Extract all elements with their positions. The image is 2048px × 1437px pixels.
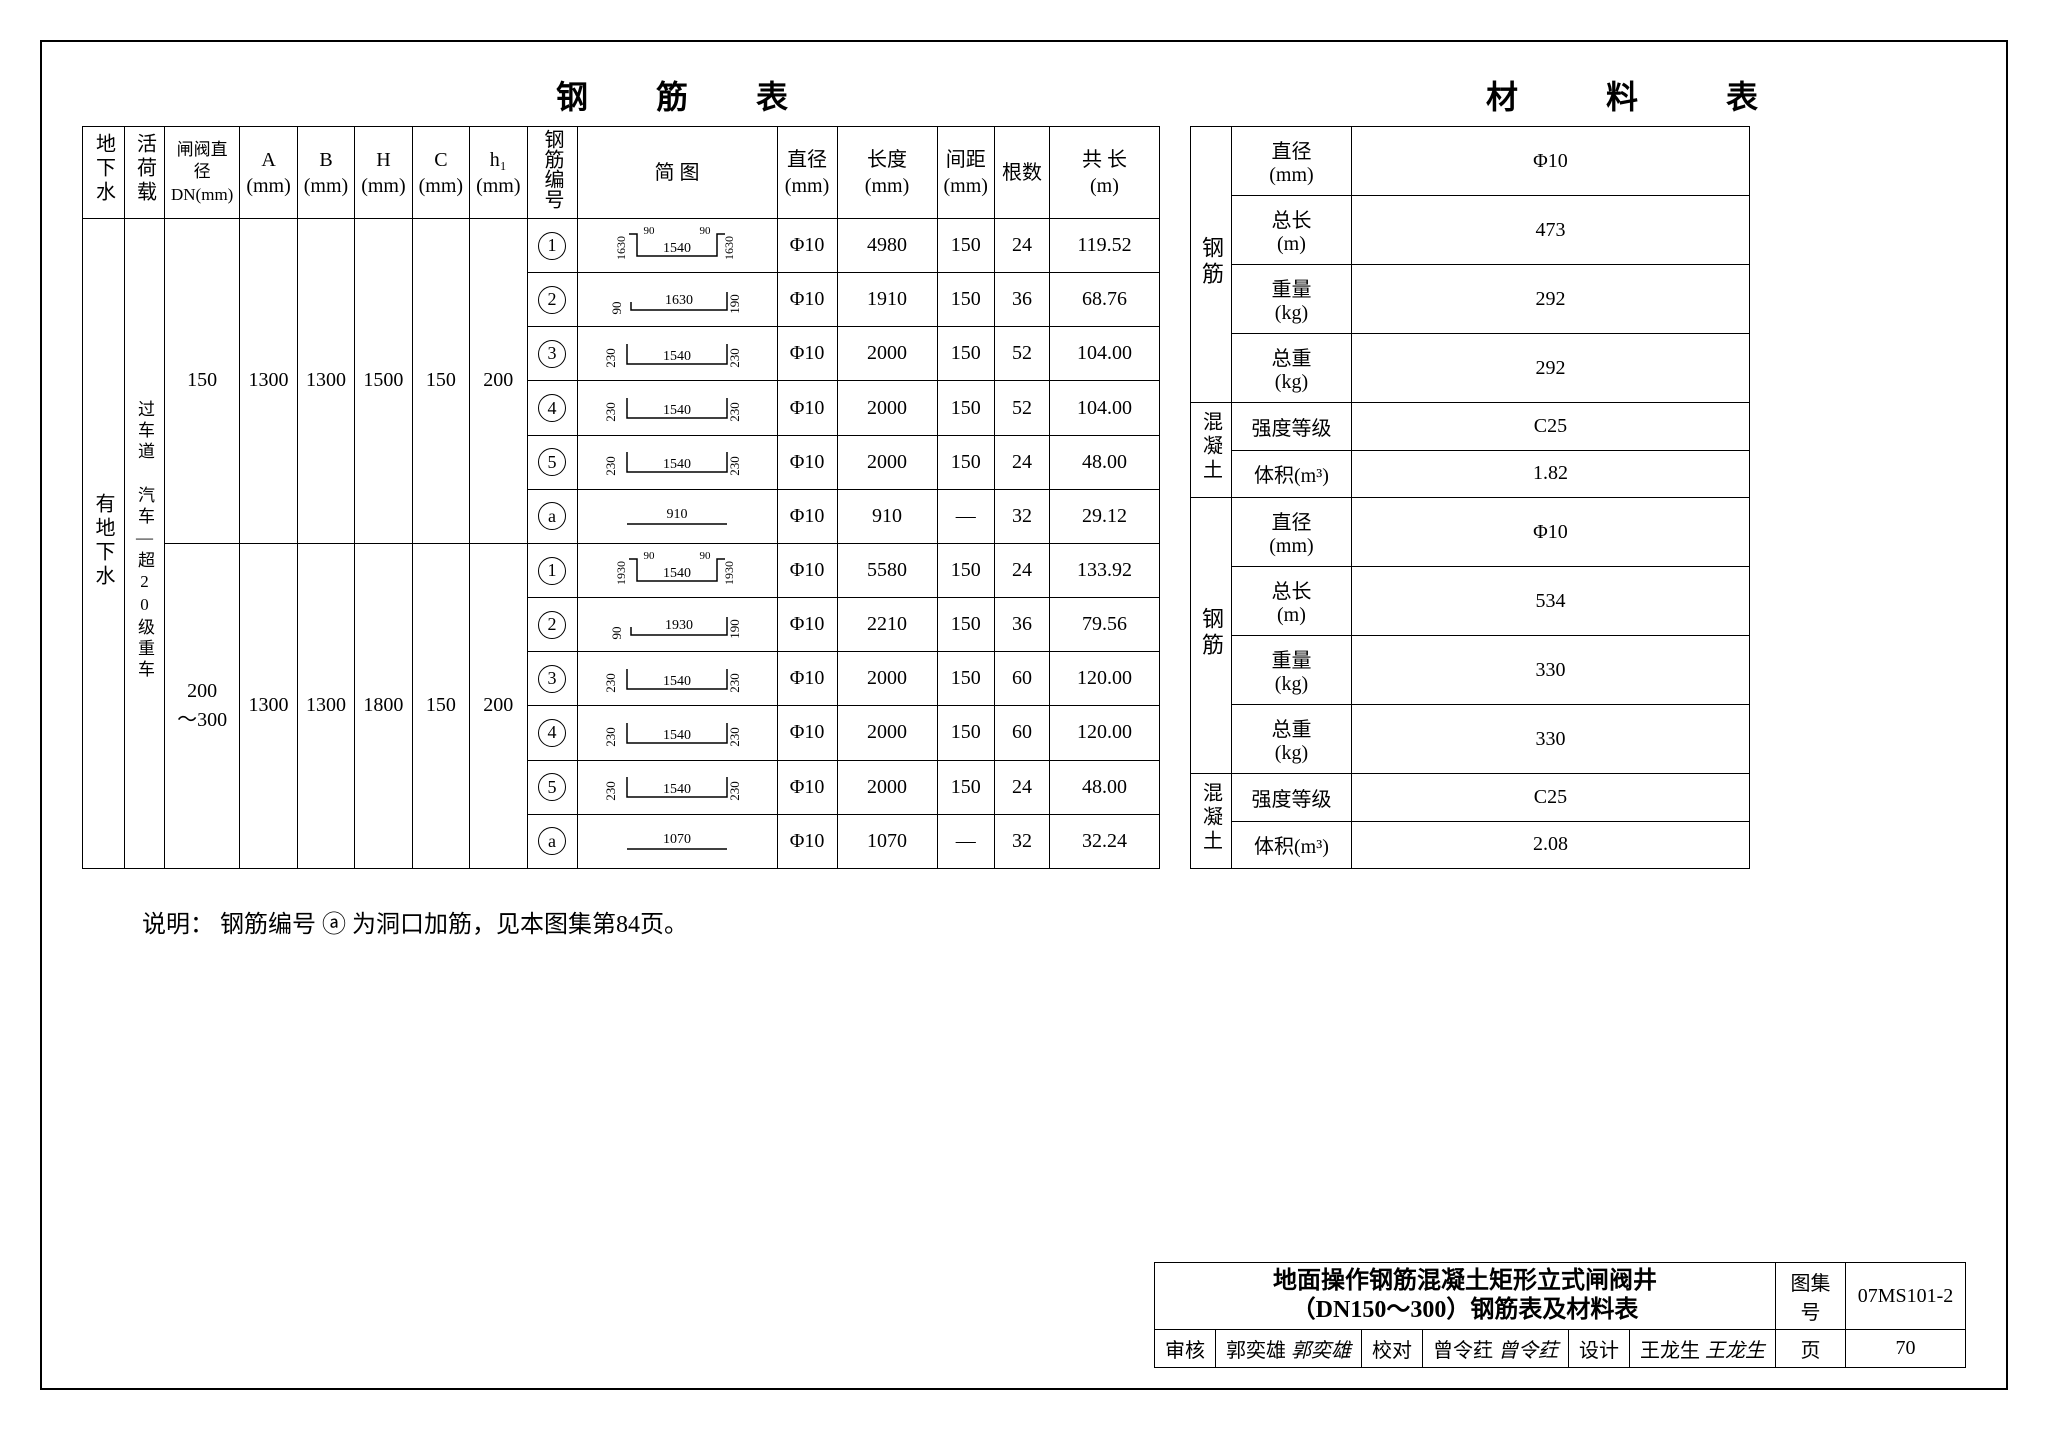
svg-text:230: 230 [603,456,618,476]
material-row: 重量(kg)330 [1190,636,1749,705]
material-row: 总重(kg)330 [1190,705,1749,774]
svg-text:230: 230 [727,348,742,368]
svg-text:190: 190 [727,294,742,314]
svg-text:230: 230 [727,456,742,476]
material-section-title: 材 料 表 [1362,72,1922,118]
review-label: 审核 [1155,1330,1216,1368]
svg-text:1540: 1540 [663,457,691,472]
col-h1: h₁(mm) [470,127,527,219]
design-label: 设计 [1569,1330,1630,1368]
table-row: 有地下水过车道 汽车—超20级重车1501300130015001502001 … [83,219,1160,273]
svg-text:1540: 1540 [663,566,691,581]
col-A: A(mm) [240,127,297,219]
svg-text:1630: 1630 [614,236,628,260]
atlas-no: 07MS101-2 [1846,1263,1966,1330]
col-groundwater: 地下水 [83,127,125,219]
table-row: 200～3001300130018001502001 1930 90 1540 … [83,543,1160,597]
svg-text:910: 910 [667,507,688,522]
svg-text:90: 90 [700,550,712,562]
col-shape: 简 图 [577,127,777,219]
material-row: 混凝土强度等级C25 [1190,403,1749,451]
checker: 曾令荭 曾令荭 [1423,1330,1569,1368]
col-dn: 闸阀直径DN(mm) [165,127,240,219]
material-row: 总长(m)473 [1190,196,1749,265]
col-diameter: 直径(mm) [777,127,837,219]
svg-text:90: 90 [644,550,656,562]
svg-text:90: 90 [609,626,624,639]
atlas-label: 图集号 [1776,1263,1846,1330]
col-B: B(mm) [297,127,354,219]
tables-area: 地下水 活荷载 闸阀直径DN(mm) A(mm) B(mm) H(mm) C(m… [82,126,1966,869]
col-count: 根数 [994,127,1049,219]
svg-text:1070: 1070 [663,832,691,847]
page-frame: 钢 筋 表 材 料 表 地下水 活荷载 闸阀直径DN(mm) A(mm) B(m… [40,40,2008,1390]
svg-text:1930: 1930 [614,561,628,585]
col-C: C(mm) [412,127,469,219]
svg-text:1540: 1540 [663,728,691,743]
col-spacing: 间距(mm) [937,127,994,219]
check-label: 校对 [1362,1330,1423,1368]
svg-text:90: 90 [700,225,712,237]
svg-text:1630: 1630 [665,293,693,308]
col-rebar-no: 钢筋编号 [527,127,577,219]
material-row: 钢筋直径(mm)Φ10 [1190,498,1749,567]
svg-text:1540: 1540 [663,403,691,418]
svg-text:230: 230 [727,402,742,422]
svg-text:1540: 1540 [663,674,691,689]
svg-text:230: 230 [603,727,618,747]
col-total-len: 共 长(m) [1049,127,1159,219]
svg-text:1930: 1930 [722,561,736,585]
material-table: 钢筋直径(mm)Φ10总长(m)473重量(kg)292总重(kg)292混凝土… [1190,126,1750,869]
material-row: 体积(m³)1.82 [1190,450,1749,498]
svg-text:230: 230 [727,673,742,693]
designer: 王龙生 王龙生 [1630,1330,1776,1368]
material-row: 体积(m³)2.08 [1190,821,1749,869]
svg-text:190: 190 [727,619,742,639]
svg-text:230: 230 [603,348,618,368]
material-row: 总重(kg)292 [1190,334,1749,403]
note-text: 说明： 钢筋编号 ⓐ 为洞口加筋，见本图集第84页。 [142,904,1966,939]
svg-text:1540: 1540 [663,782,691,797]
page-no: 70 [1846,1330,1966,1368]
svg-text:90: 90 [644,225,656,237]
drawing-title: 地面操作钢筋混凝土矩形立式闸阀井 （DN150～300）钢筋表及材料表 [1155,1263,1776,1330]
svg-text:230: 230 [603,781,618,801]
svg-text:1930: 1930 [665,618,693,633]
svg-text:1630: 1630 [722,236,736,260]
col-load: 活荷载 [125,127,165,219]
svg-text:230: 230 [603,402,618,422]
title-block: 地面操作钢筋混凝土矩形立式闸阀井 （DN150～300）钢筋表及材料表 图集号 … [1154,1262,1966,1368]
svg-text:90: 90 [609,301,624,314]
svg-text:230: 230 [727,781,742,801]
material-row: 混凝土强度等级C25 [1190,774,1749,822]
page-label: 页 [1776,1330,1846,1368]
material-row: 重量(kg)292 [1190,265,1749,334]
rebar-table: 地下水 活荷载 闸阀直径DN(mm) A(mm) B(mm) H(mm) C(m… [82,126,1160,869]
col-H: H(mm) [355,127,412,219]
material-row: 钢筋直径(mm)Φ10 [1190,127,1749,196]
col-length: 长度(mm) [837,127,937,219]
titles-row: 钢 筋 表 材 料 表 [82,72,1966,118]
svg-text:1540: 1540 [663,349,691,364]
svg-text:230: 230 [603,673,618,693]
material-row: 总长(m)534 [1190,567,1749,636]
rebar-section-title: 钢 筋 表 [82,72,1292,118]
rebar-header-row: 地下水 活荷载 闸阀直径DN(mm) A(mm) B(mm) H(mm) C(m… [83,127,1160,219]
reviewer: 郭奕雄 郭奕雄 [1216,1330,1362,1368]
svg-text:230: 230 [727,727,742,747]
svg-text:1540: 1540 [663,241,691,256]
